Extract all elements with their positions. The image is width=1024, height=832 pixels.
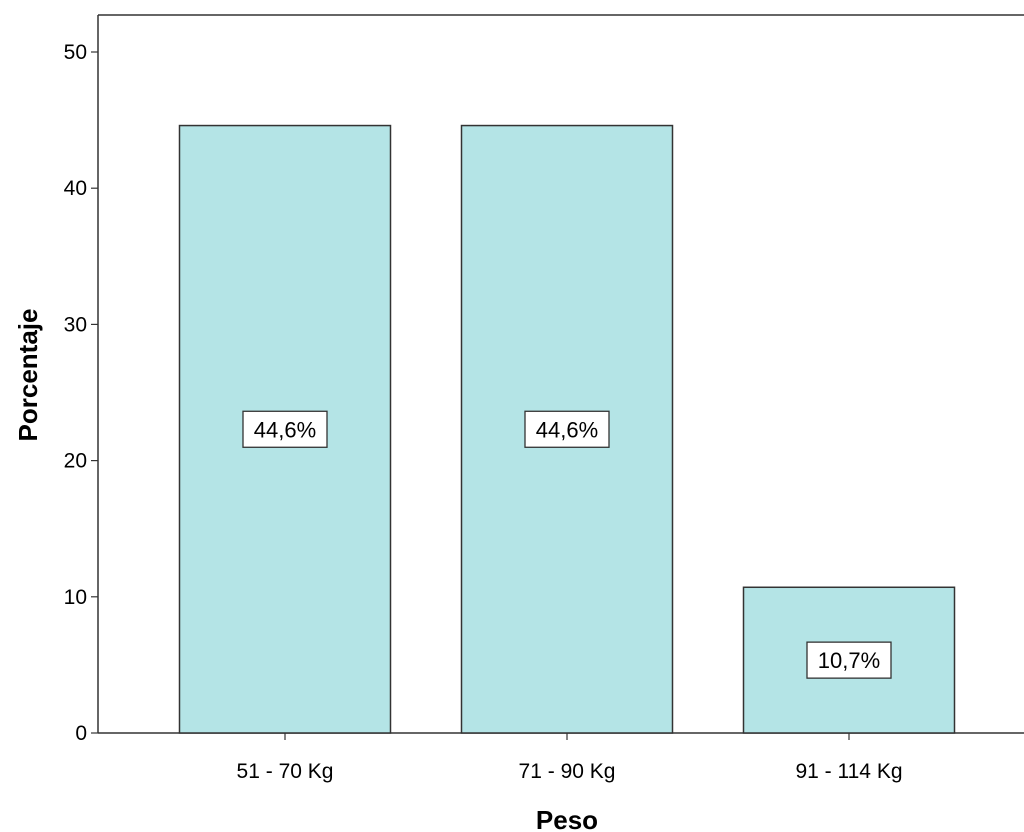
y-axis: 0 10 20 30 40 50	[64, 41, 98, 745]
y-tick-label: 20	[64, 450, 87, 473]
y-axis-title: Porcentaje	[13, 309, 43, 442]
data-label: 44,6%	[536, 417, 598, 442]
y-tick-label: 30	[64, 313, 87, 336]
x-tick-label: 71 - 90 Kg	[519, 760, 616, 783]
data-labels-group: 44,6% 44,6% 10,7%	[242, 410, 892, 679]
y-tick-label: 50	[64, 41, 87, 64]
x-tick-label: 91 - 114 Kg	[795, 760, 902, 783]
y-tick-label: 10	[64, 586, 87, 609]
data-label: 44,6%	[254, 417, 316, 442]
data-label-box	[524, 410, 610, 448]
data-label-box	[242, 410, 328, 448]
y-tick-label: 40	[64, 177, 87, 200]
data-label-box	[806, 641, 892, 679]
x-axis: 51 - 70 Kg 71 - 90 Kg 91 - 114 Kg	[237, 733, 903, 783]
x-axis-title: Peso	[536, 805, 598, 832]
x-tick-label: 51 - 70 Kg	[237, 760, 334, 783]
data-label: 10,7%	[818, 648, 880, 673]
y-tick-label: 0	[75, 722, 87, 745]
